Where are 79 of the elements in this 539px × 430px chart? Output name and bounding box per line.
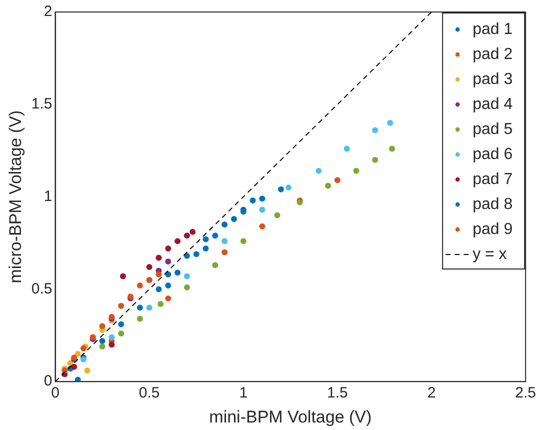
point <box>136 316 143 322</box>
point <box>136 282 143 289</box>
y-tick-label: 2 <box>44 3 52 20</box>
point <box>118 330 124 337</box>
point <box>222 238 228 244</box>
point <box>156 271 162 278</box>
point <box>259 196 266 202</box>
point <box>212 262 218 268</box>
point <box>184 252 190 259</box>
point <box>190 228 196 235</box>
legend-label: pad 9 <box>472 220 513 238</box>
point <box>353 168 360 174</box>
point <box>118 302 124 309</box>
point <box>156 286 162 292</box>
legend-label: pad 6 <box>472 146 513 163</box>
legend-label: pad 2 <box>472 46 513 63</box>
point <box>108 342 115 348</box>
y-tick-label: 0.5 <box>31 280 52 298</box>
point <box>184 232 190 239</box>
legend-label: y = x <box>472 246 507 263</box>
legend-label: pad 1 <box>472 20 513 38</box>
legend-label: pad 8 <box>472 196 513 213</box>
point <box>389 146 396 152</box>
y-tick-label: 0 <box>44 372 52 390</box>
legend-label: pad 7 <box>472 170 513 188</box>
point <box>108 334 115 340</box>
point <box>146 304 152 311</box>
point <box>259 223 266 230</box>
point <box>165 295 172 302</box>
x-axis-title: mini-BPM Voltage (V) <box>209 407 372 426</box>
legend-label: pad 4 <box>472 96 513 113</box>
point <box>156 254 162 261</box>
point <box>99 343 106 350</box>
x-tick-label: 2.5 <box>515 384 536 402</box>
point <box>165 282 172 289</box>
point <box>334 177 340 184</box>
point <box>118 321 124 328</box>
point <box>372 156 378 163</box>
point <box>193 251 200 258</box>
y-tick-label: 1.5 <box>31 96 52 113</box>
point <box>222 222 228 228</box>
point <box>259 206 266 213</box>
point <box>158 300 164 307</box>
point <box>174 270 181 276</box>
point <box>165 258 172 264</box>
point <box>202 236 209 242</box>
point <box>184 284 190 290</box>
point <box>184 273 190 280</box>
point <box>120 273 126 280</box>
x-tick-label: 0.5 <box>138 384 160 402</box>
point <box>99 323 106 330</box>
point <box>146 264 152 270</box>
point <box>74 350 81 357</box>
point <box>372 127 378 134</box>
point <box>278 186 284 192</box>
y-tick-label: 1 <box>44 188 52 205</box>
point <box>99 338 106 344</box>
x-tick-label: 1.5 <box>327 384 348 402</box>
legend-label: pad 5 <box>472 120 513 138</box>
point <box>250 197 256 204</box>
point <box>84 368 90 374</box>
point <box>325 182 332 189</box>
point <box>240 238 246 244</box>
point <box>286 184 292 191</box>
x-tick-label: 2 <box>427 384 436 402</box>
x-tick-label: 1 <box>239 384 248 402</box>
point <box>387 120 394 126</box>
point <box>344 146 350 152</box>
point <box>174 238 181 244</box>
point <box>136 304 143 311</box>
point <box>165 246 172 252</box>
legend-label: pad 3 <box>472 70 513 88</box>
point <box>230 216 237 222</box>
y-axis-title: micro-BPM Voltage (V) <box>6 110 25 284</box>
point <box>222 249 228 256</box>
point <box>212 232 218 239</box>
point <box>316 168 322 174</box>
point <box>274 212 280 218</box>
point <box>202 246 209 252</box>
